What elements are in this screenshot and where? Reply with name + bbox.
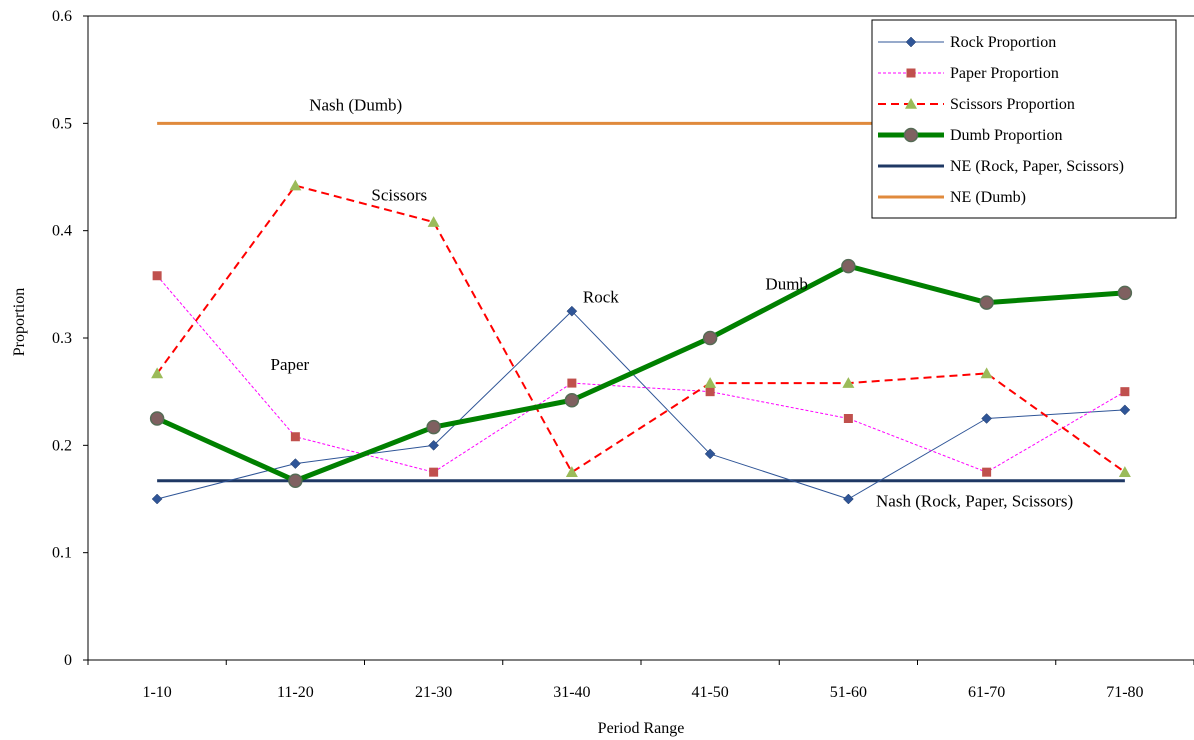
data-point-rock-proportion [843, 493, 854, 505]
y-tick-label: 0 [64, 652, 72, 669]
data-point-rock-proportion [1119, 404, 1131, 416]
legend-label: Paper Proportion [950, 65, 1059, 82]
x-tick-label: 51-60 [830, 684, 867, 701]
legend-marker-paper-proportion [906, 68, 916, 78]
data-point-scissors-proportion [427, 216, 440, 227]
series-line-scissors-proportion [156, 184, 1126, 474]
legend-label: Dumb Proportion [950, 127, 1062, 144]
data-point-paper-proportion [843, 414, 853, 423]
legend-item-scissors-proportion: Scissors Proportion [878, 96, 1075, 113]
y-tick-label: 0.3 [52, 330, 72, 347]
legend-item-rock-proportion: Rock Proportion [878, 34, 1056, 51]
legend: Rock Proportion Paper Proportion Scissors … [871, 19, 1177, 219]
data-point-scissors-proportion [980, 367, 993, 379]
x-ticks: 1-10 11-20 21-30 31-40 41-50 51-60 61-70 71-80 [87, 660, 1194, 701]
legend-label: NE (Dumb) [950, 189, 1026, 206]
legend-item-paper-proportion: Paper Proportion [878, 65, 1059, 82]
legend-label: Scissors Proportion [950, 96, 1075, 113]
annotation-label: Nash (Dumb) [309, 95, 402, 114]
data-point-dumb-proportion [564, 393, 580, 408]
series-layer [149, 121, 1133, 505]
legend-box [871, 19, 1177, 219]
legend-label: NE (Rock, Paper, Scissors) [950, 158, 1124, 175]
x-tick-label: 1-10 [142, 684, 171, 701]
data-point-paper-proportion [982, 467, 992, 477]
legend-marker-scissors-proportion [905, 98, 917, 109]
series-line-paper-proportion [156, 275, 1126, 473]
data-point-rock-proportion [290, 458, 301, 469]
annotation-label: Dumb [765, 275, 808, 294]
data-point-dumb-proportion [149, 411, 165, 426]
legend-label: Rock Proportion [950, 34, 1056, 51]
legend-marker-rock-proportion [905, 36, 917, 48]
annotation-label: Rock [583, 288, 619, 307]
data-point-paper-proportion [705, 387, 715, 397]
y-tick-label: 0.5 [52, 115, 72, 132]
data-point-scissors-proportion [842, 377, 855, 388]
data-point-scissors-proportion [289, 179, 302, 191]
data-point-paper-proportion [152, 271, 162, 281]
series-line-dumb-proportion [156, 263, 1126, 484]
annotations: Nash (Dumb) Scissors Rock Dumb Paper Nash (Ro… [270, 95, 1073, 510]
y-tick-label: 0.4 [52, 223, 72, 240]
data-point-rock-proportion [566, 305, 578, 317]
data-point-dumb-proportion [288, 473, 303, 489]
data-point-scissors-proportion [1118, 466, 1131, 477]
annotation-label: Nash (Rock, Paper, Scissors) [876, 492, 1073, 511]
series-paper-proportion [152, 271, 1130, 477]
data-point-paper-proportion [567, 378, 577, 388]
data-point-rock-proportion [704, 448, 716, 460]
data-point-rock-proportion [151, 493, 163, 505]
series-rock-proportion [151, 305, 1131, 505]
x-tick-label: 71-80 [1106, 684, 1143, 701]
x-tick-label: 41-50 [691, 684, 728, 701]
legend-item-ne-rock-paper-scissors: NE (Rock, Paper, Scissors) [878, 158, 1124, 175]
annotation-label: Scissors [371, 186, 427, 205]
series-dumb-proportion [149, 258, 1133, 489]
data-point-paper-proportion [290, 432, 300, 442]
data-point-dumb-proportion [841, 258, 856, 274]
x-axis-label: Period Range [598, 720, 685, 737]
data-point-rock-proportion [981, 413, 992, 424]
data-point-dumb-proportion [1117, 285, 1133, 301]
annotation-label: Paper [270, 355, 309, 374]
data-point-dumb-proportion [702, 330, 718, 346]
legend-marker-dumb-proportion [903, 127, 919, 143]
data-point-scissors-proportion [704, 377, 717, 388]
x-tick-label: 61-70 [968, 684, 1005, 701]
series-line-rock-proportion [157, 310, 1125, 500]
data-point-rock-proportion [428, 439, 439, 451]
legend-item-dumb-proportion: Dumb Proportion [878, 127, 1062, 144]
series-scissors-proportion [151, 179, 1131, 477]
x-tick-label: 31-40 [553, 684, 590, 701]
y-axis-label: Proportion [11, 288, 28, 356]
data-point-scissors-proportion [151, 367, 164, 379]
y-ticks: 0 0.1 0.2 0.3 0.4 0.5 0.6 [52, 8, 88, 669]
data-point-dumb-proportion [979, 295, 994, 310]
data-point-paper-proportion [429, 467, 439, 477]
x-tick-label: 11-20 [277, 684, 314, 701]
data-point-scissors-proportion [565, 466, 578, 477]
y-tick-label: 0.1 [52, 545, 72, 562]
y-tick-label: 0.6 [52, 8, 72, 25]
legend-item-ne-dumb: NE (Dumb) [878, 189, 1026, 206]
y-tick-label: 0.2 [52, 437, 72, 454]
x-tick-label: 21-30 [415, 684, 452, 701]
data-point-dumb-proportion [426, 419, 441, 435]
data-point-paper-proportion [1120, 387, 1130, 397]
